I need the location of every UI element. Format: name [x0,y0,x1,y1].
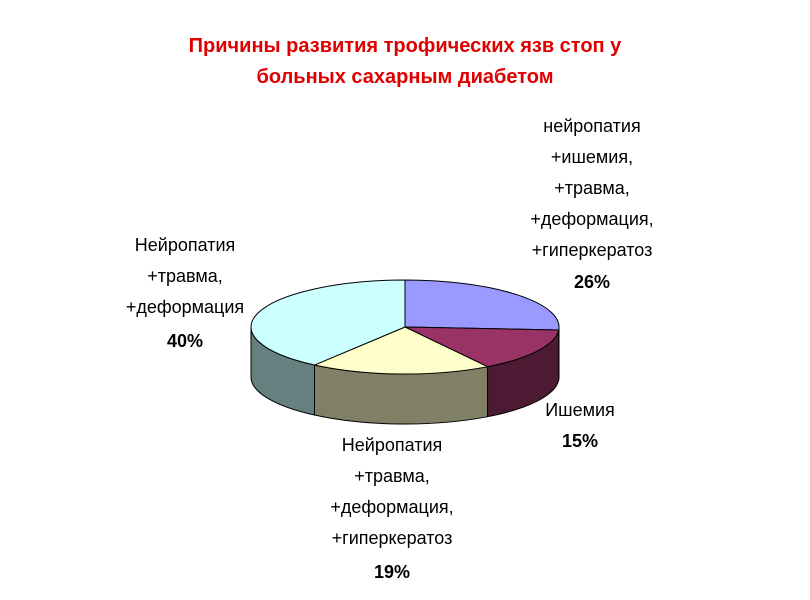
slice-label: Ишемия [545,400,615,420]
pie-slice [312,326,490,375]
slice-value: 19% [374,562,410,582]
slice-value: 26% [574,272,610,292]
slice-value: 15% [562,431,598,451]
pie-slice [404,279,560,331]
slice-value: 40% [167,331,203,351]
slice-label: нейропатия +ишемия, +травма, +деформация, +г… [530,116,653,260]
slice-label: Нейропатия +травма, +деформация [126,235,244,317]
pie-slice [250,279,406,366]
pie-slice [404,326,560,368]
slice-label: Нейропатия +травма, +деформация, +гиперкера… [330,435,453,548]
